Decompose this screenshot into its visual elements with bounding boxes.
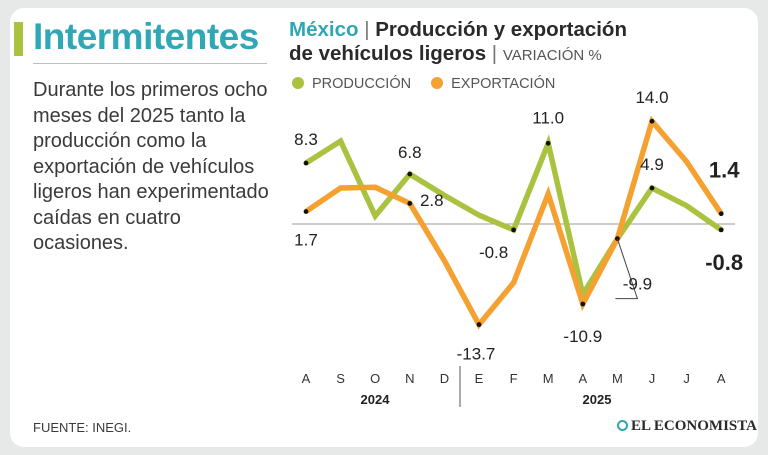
year-label-2024: 2024: [361, 392, 391, 407]
x-tick-label-11: J: [683, 371, 690, 386]
infographic-card: [10, 8, 758, 447]
data-point-export-0: [303, 209, 309, 214]
data-label-export-8: -10.9: [563, 327, 602, 346]
legend-label-production: PRODUCCIÓN: [312, 76, 412, 92]
x-tick-label-6: F: [510, 371, 518, 386]
data-label-export-3: 2.8: [420, 191, 444, 210]
data-label-production-3: 6.8: [398, 143, 422, 162]
accent-bar: [14, 22, 23, 56]
data-point-production-3: [407, 171, 413, 177]
title-separator: |: [364, 18, 370, 41]
leader-line-export-9: [615, 238, 639, 300]
source-note: FUENTE: INEGI.: [33, 420, 132, 435]
data-point-production-7: [545, 140, 551, 146]
description: Durante los primeros ocho meses del 2025…: [33, 79, 269, 254]
data-label-export-10: 14.0: [635, 88, 668, 107]
data-point-export-12: [718, 211, 724, 217]
x-tick-label-9: M: [612, 371, 623, 386]
title-separator-2: |: [491, 42, 498, 65]
brand-logo: EL ECONOMISTA: [617, 418, 757, 435]
data-label-production-0: 8.3: [294, 130, 318, 149]
data-point-export-5: [476, 322, 482, 327]
year-label-2025: 2025: [583, 392, 612, 407]
data-point-export-3: [407, 201, 413, 206]
legend-dot-export: [431, 77, 444, 89]
x-tick-label-3: N: [405, 371, 414, 386]
data-label-export-9: -9.9: [623, 275, 652, 294]
data-label-export-5: -13.7: [457, 345, 496, 364]
headline-divider: [33, 63, 267, 64]
chart-title-line2: de vehículos ligeros: [289, 42, 487, 65]
legend-item-export: EXPORTACIÓN: [431, 76, 555, 92]
data-label-production-6: -0.8: [479, 243, 508, 262]
headline: Intermitentes: [33, 16, 259, 57]
data-label-export-0: 1.7: [294, 231, 318, 250]
legend-dot-production: [292, 77, 304, 89]
chart-title: México | Producción y exportación de veh…: [289, 18, 627, 68]
x-tick-label-5: E: [475, 371, 484, 386]
x-tick-label-7: M: [543, 371, 554, 386]
brand-icon: [617, 420, 628, 431]
data-point-export-10: [649, 118, 655, 124]
x-tick-label-2: O: [370, 371, 380, 386]
chart-legend: PRODUCCIÓN EXPORTACIÓN: [292, 76, 571, 92]
x-tick-label-10: J: [649, 371, 656, 386]
x-tick-label-8: A: [578, 371, 587, 386]
legend-item-production: PRODUCCIÓN: [292, 76, 411, 92]
data-label-production-7: 11.0: [532, 108, 564, 127]
x-tick-label-0: A: [302, 371, 311, 386]
x-tick-label-12: A: [717, 371, 726, 386]
data-label-export-12: 1.4: [709, 158, 740, 183]
legend-label-export: EXPORTACIÓN: [451, 76, 556, 92]
data-point-production-10: [649, 185, 655, 191]
chart-title-line1: Producción y exportación: [375, 18, 627, 41]
chart-country: México: [289, 18, 359, 41]
x-tick-label-4: D: [440, 371, 449, 386]
data-point-production-0: [303, 160, 309, 166]
data-point-production-12: [718, 227, 724, 233]
data-label-production-12: -0.8: [705, 250, 743, 275]
x-tick-label-1: S: [336, 371, 345, 386]
chart-subtitle: VARIACIÓN %: [502, 47, 602, 64]
data-label-production-10: 4.9: [640, 155, 664, 174]
brand-name: EL ECONOMISTA: [631, 418, 757, 434]
data-point-export-8: [580, 301, 586, 307]
data-point-production-6: [511, 227, 516, 233]
